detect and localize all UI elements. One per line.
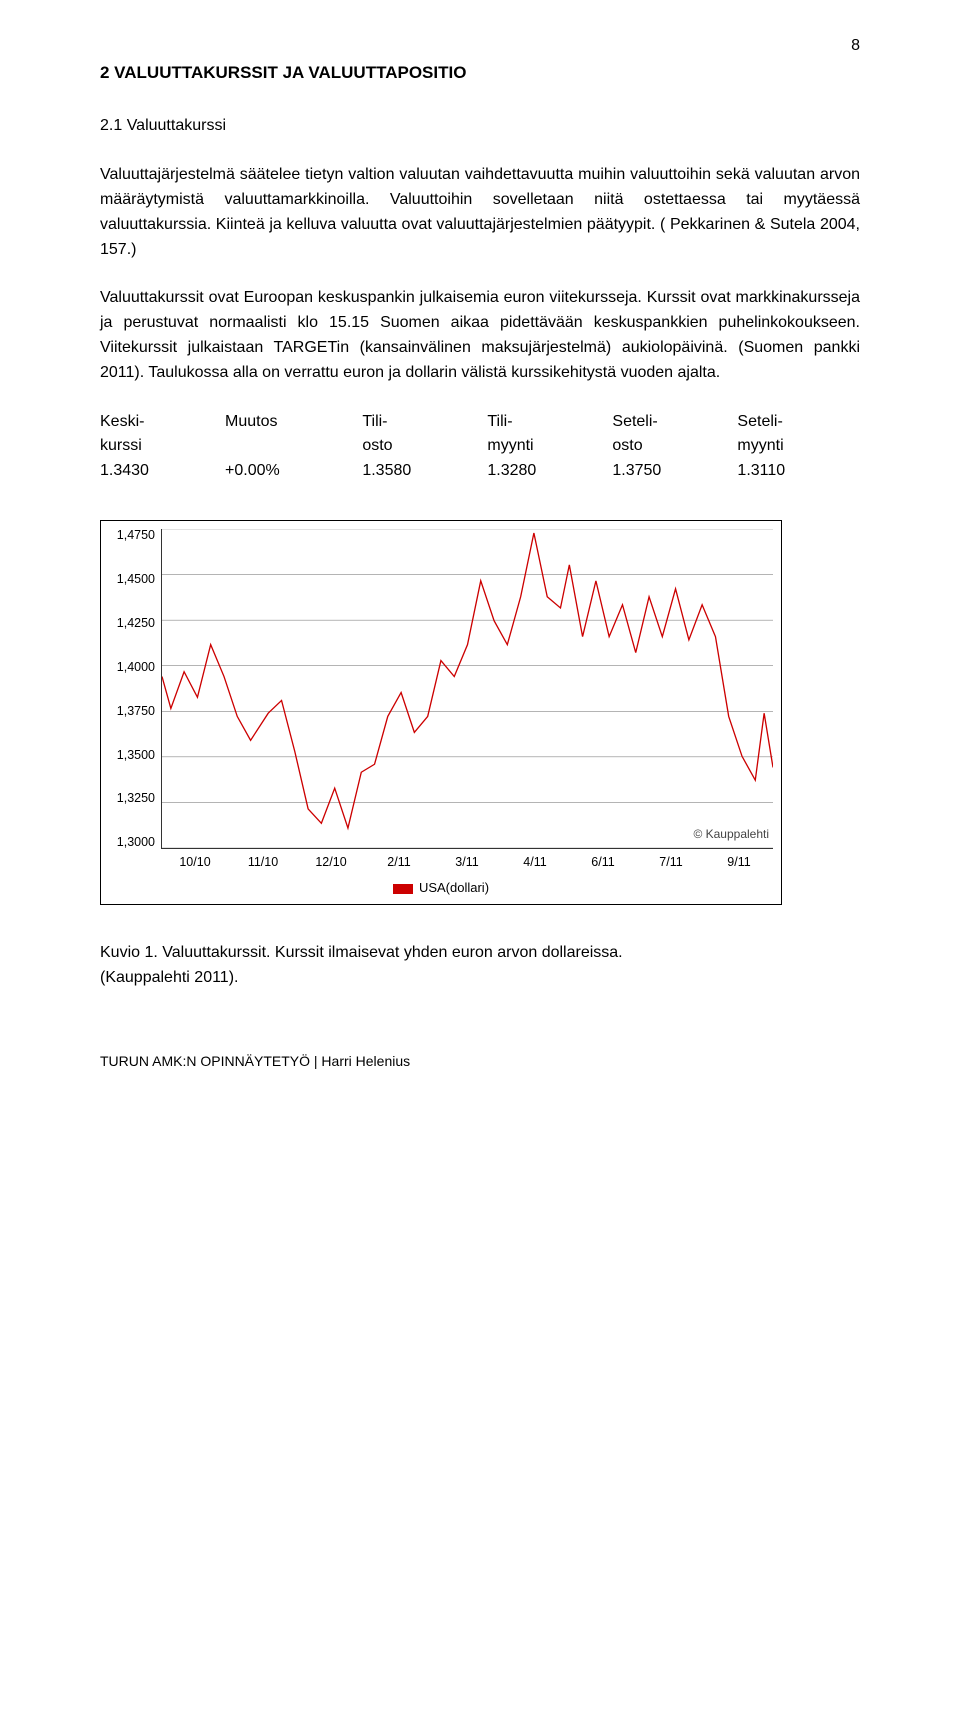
col-header: Tili- myynti	[487, 410, 612, 460]
plot-area: © Kauppalehti	[161, 529, 773, 849]
paragraph-2: Valuuttakurssit ovat Euroopan keskuspank…	[100, 286, 860, 385]
chart-legend: USA(dollari)	[109, 872, 773, 904]
exchange-rate-chart: 1,4750 1,4500 1,4250 1,4000 1,3750 1,350…	[100, 520, 782, 906]
cell: 1.3430	[100, 459, 225, 484]
legend-swatch	[393, 884, 413, 894]
cell: 1.3110	[737, 459, 860, 484]
cell: 1.3750	[612, 459, 737, 484]
subsection-title: 2.1 Valuuttakurssi	[100, 114, 860, 139]
x-axis: 10/10 11/10 12/10 2/11 3/11 4/11 6/11 7/…	[109, 853, 773, 872]
legend-label: USA(dollari)	[419, 880, 489, 895]
section-title: 2 VALUUTTAKURSSIT JA VALUUTTAPOSITIO	[100, 60, 860, 86]
col-header: Seteli- myynti	[737, 410, 860, 460]
cell: 1.3580	[362, 459, 487, 484]
table-row: Keski- kurssi Muutos Tili- osto Tili- my…	[100, 410, 860, 460]
chart-copyright: © Kauppalehti	[693, 825, 769, 844]
col-header: Muutos	[225, 410, 362, 460]
col-header: Keski- kurssi	[100, 410, 225, 460]
cell: 1.3280	[487, 459, 612, 484]
col-header: Seteli- osto	[612, 410, 737, 460]
page-number: 8	[851, 34, 860, 59]
table-row: 1.3430 +0.00% 1.3580 1.3280 1.3750 1.311…	[100, 459, 860, 484]
paragraph-1: Valuuttajärjestelmä säätelee tietyn valt…	[100, 163, 860, 262]
cell: +0.00%	[225, 459, 362, 484]
footer: TURUN AMK:N OPINNÄYTETYÖ | Harri Heleniu…	[100, 1051, 860, 1073]
col-header: Tili- osto	[362, 410, 487, 460]
y-axis: 1,4750 1,4500 1,4250 1,4000 1,3750 1,350…	[109, 529, 161, 849]
figure-caption: Kuvio 1. Valuuttakurssit. Kurssit ilmais…	[100, 941, 860, 991]
rates-table: Keski- kurssi Muutos Tili- osto Tili- my…	[100, 410, 860, 484]
